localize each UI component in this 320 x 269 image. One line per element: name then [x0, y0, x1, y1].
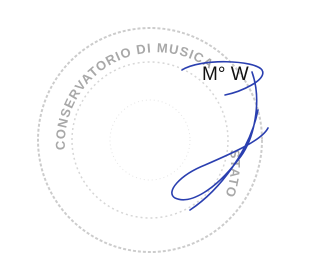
- stamp-top-text: CONSERVATORIO DI MUSICA: [53, 40, 217, 150]
- page: CONSERVATORIO DI MUSICA STATO M° W (() =…: [0, 0, 273, 269]
- stamp-emblem: [110, 100, 190, 180]
- stamp-inner-ring: [72, 62, 228, 218]
- stamp-top-text-path: CONSERVATORIO DI MUSICA: [53, 40, 217, 150]
- scan: CONSERVATORIO DI MUSICA STATO M° W: [0, 0, 273, 269]
- signature-name: M° W: [202, 64, 249, 85]
